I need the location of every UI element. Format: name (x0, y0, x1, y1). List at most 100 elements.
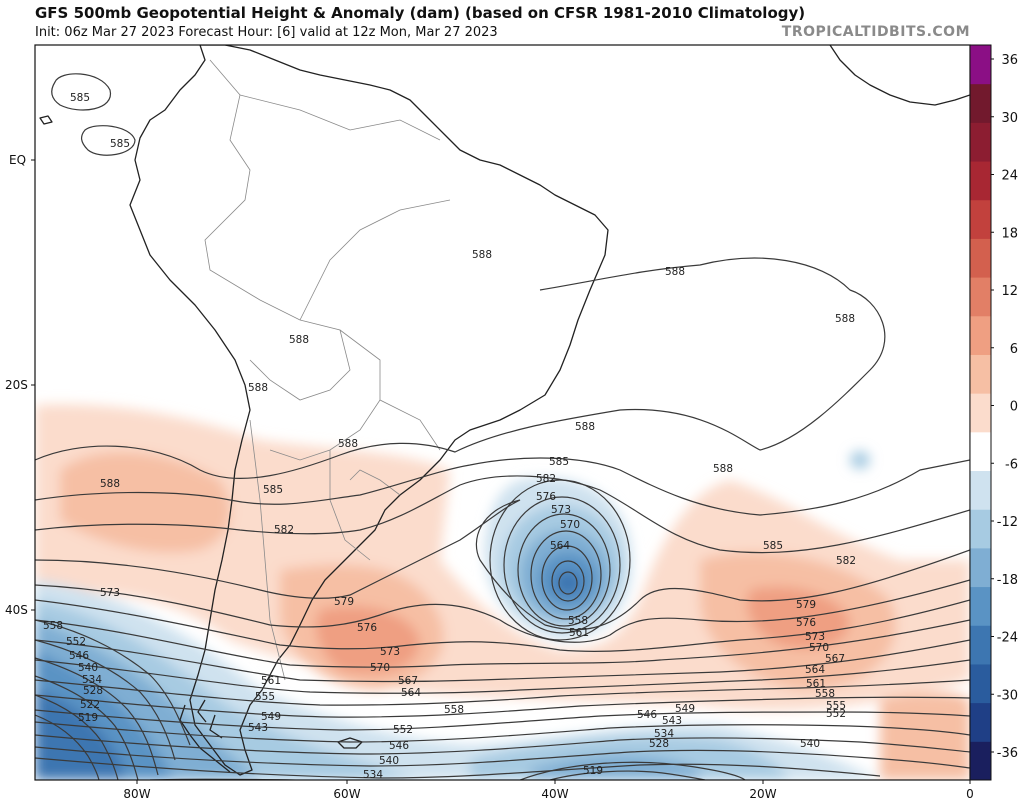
longitude-axis: 80W 60W 40W 20W 0 (123, 780, 974, 800)
contour-label: 540 (800, 738, 820, 750)
contour-label: 540 (78, 662, 98, 674)
colorbar-tick-label: 24 (1001, 169, 1018, 184)
colorbar-swatch (970, 431, 991, 472)
contour-label: 582 (836, 555, 856, 567)
colorbar-tick-label: -30 (997, 688, 1018, 703)
colorbar-tick-label: 6 (1010, 342, 1018, 357)
contour-543 (35, 757, 881, 779)
contour-label: 561 (261, 675, 281, 687)
contour-label: 555 (826, 700, 846, 712)
colorbar-swatch (970, 393, 991, 433)
contour-label: 582 (536, 473, 556, 485)
site-watermark: TROPICALTIDBITS.COM (781, 24, 970, 40)
contour-label: 555 (255, 691, 275, 703)
contour-label: 543 (248, 722, 268, 734)
contour-label: 540 (379, 755, 399, 767)
cutoff-low-contour (517, 513, 611, 627)
height-contours (35, 73, 970, 780)
negative-anomaly-strong (530, 755, 700, 780)
contour-label: 558 (43, 620, 63, 632)
contour-label: 576 (536, 491, 556, 503)
colorbar-tick-label: 36 (1001, 53, 1018, 68)
contour-label: 582 (274, 524, 294, 536)
colorbar-swatch (970, 470, 991, 510)
contour-label: 519 (78, 712, 98, 724)
contour-label: 558 (568, 615, 588, 627)
contour-label: 573 (805, 631, 825, 643)
colorbar-tick-label: 18 (1001, 226, 1018, 241)
africa-coastline (829, 45, 970, 106)
cutoff-low-contour (489, 479, 631, 641)
contour-label: 588 (835, 313, 855, 325)
contour-label: 552 (826, 708, 846, 720)
lat-label-eq: EQ (9, 153, 26, 167)
contour-label: 528 (83, 685, 103, 697)
contour-label: 522 (80, 699, 100, 711)
falklands (337, 737, 363, 749)
lat-label-20s: 20S (5, 378, 28, 392)
contour-label: 588 (248, 382, 268, 394)
contour-label: 573 (380, 646, 400, 658)
contour-label: 546 (69, 650, 89, 662)
colorbar-swatch (970, 586, 991, 626)
colorbar-swatch (970, 547, 991, 588)
colorbar-tick-label: 0 (1010, 400, 1018, 415)
country-borders (204, 59, 451, 681)
contour-585 (35, 457, 970, 516)
contour-label: 573 (551, 504, 571, 516)
chart-title: GFS 500mb Geopotential Height & Anomaly … (35, 4, 806, 22)
contour-label: 570 (560, 519, 580, 531)
contour-579 (35, 499, 970, 631)
contour-label: 564 (805, 664, 825, 676)
contour-label: 576 (357, 622, 377, 634)
contour-573 (35, 599, 970, 652)
contour-label: 543 (662, 715, 682, 727)
contour-labels: 585 585 588 588 588 588 588 588 588 588 588 585 582 5… (43, 92, 856, 781)
contour-trough (35, 675, 139, 780)
lon-label-0: 0 (966, 787, 974, 800)
contour-585-north (81, 125, 136, 156)
colorbar (969, 44, 992, 781)
cutoff-low-contour (503, 496, 621, 634)
contour-label: 588 (100, 478, 120, 490)
south-america-coastline (129, 45, 609, 776)
contour-label: 570 (809, 642, 829, 654)
colorbar-swatch (970, 625, 991, 665)
contour-label: 534 (363, 769, 383, 781)
colorbar-swatch (970, 83, 991, 123)
contour-558 (35, 694, 970, 718)
colorbar-swatch (970, 161, 991, 201)
colorbar-swatch (970, 702, 991, 742)
contour-label: 564 (550, 540, 570, 552)
contour-585-north (51, 73, 111, 111)
contour-576 (35, 579, 970, 643)
contour-label: 585 (549, 456, 569, 468)
colorbar-swatch (970, 45, 991, 85)
contour-label: 588 (713, 463, 733, 475)
contour-564 (35, 659, 970, 694)
colorbar-swatch (970, 741, 991, 781)
contour-label: 585 (763, 540, 783, 552)
lat-label-40s: 40S (5, 603, 28, 617)
contour-label: 546 (389, 740, 409, 752)
contour-label: 558 (815, 688, 835, 700)
contour-label: 552 (393, 724, 413, 736)
contour-570 (35, 619, 970, 668)
contour-549 (35, 734, 970, 755)
contour-label: 549 (675, 703, 695, 715)
positive-anomaly-strong (316, 606, 420, 674)
contour-label: 585 (70, 92, 90, 104)
contour-label: 558 (444, 704, 464, 716)
contour-label: 588 (575, 421, 595, 433)
coastlines (39, 45, 970, 776)
contour-label: 561 (806, 678, 826, 690)
contour-trough (35, 639, 176, 761)
contour-label: 585 (110, 138, 130, 150)
colorbar-swatch (970, 277, 991, 317)
colorbar-tick-label: 12 (1001, 284, 1018, 299)
contour-trough (35, 619, 191, 746)
contour-label: 588 (289, 334, 309, 346)
colorbar-swatch (970, 663, 991, 704)
colorbar-frame (969, 44, 992, 781)
contour-label: 588 (338, 438, 358, 450)
